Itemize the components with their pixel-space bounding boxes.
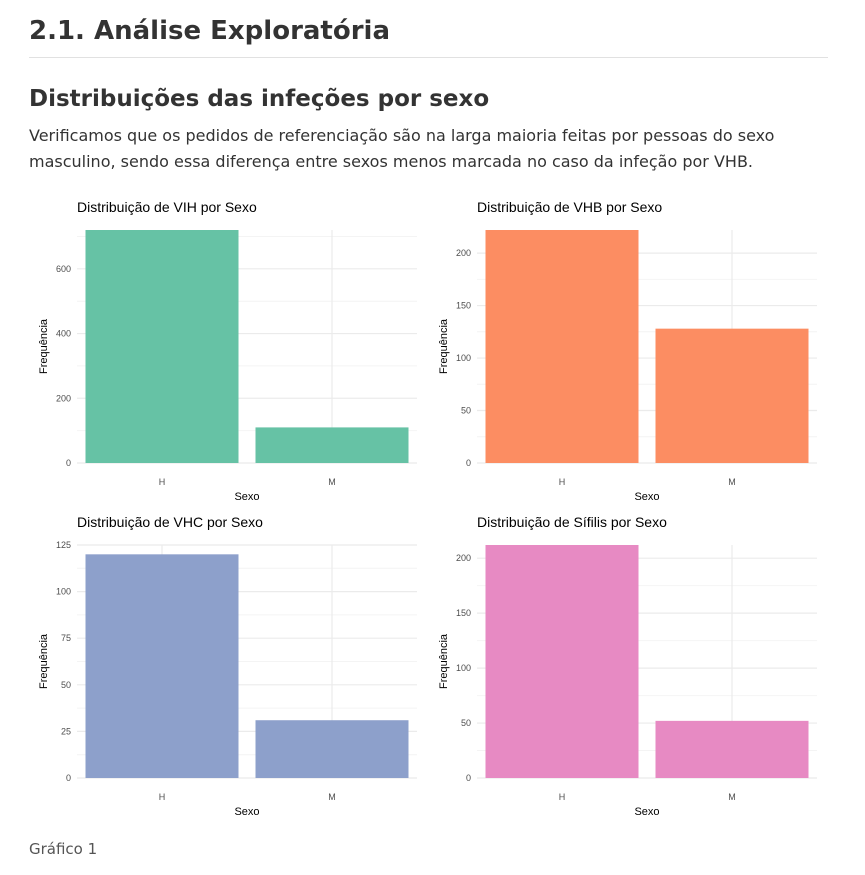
bar-h	[85, 554, 239, 778]
figure-caption: Gráfico 1	[29, 840, 98, 858]
intro-paragraph: Verificamos que os pedidos de referencia…	[29, 126, 775, 171]
y-axis-label: Frequência	[38, 633, 50, 689]
subsection-title: Distribuições das infeções por sexo	[29, 86, 490, 112]
y-tick-label: 125	[56, 540, 71, 550]
y-tick-label: 0	[66, 773, 71, 783]
y-tick-label: 100	[456, 353, 471, 363]
chart-panel-sifilis: 0 50 100 150 200 H M Distribuição de Sífilis po…	[430, 505, 830, 820]
y-tick-label: 50	[461, 406, 471, 416]
chart-title: Distribuição de VIH por Sexo	[77, 199, 257, 215]
y-tick-label: 400	[56, 329, 71, 339]
x-axis-label: Sexo	[634, 806, 659, 818]
y-tick-label: 100	[56, 587, 71, 597]
chart-title: Distribuição de VHB por Sexo	[477, 199, 662, 215]
y-tick-label: 50	[461, 718, 471, 728]
title-divider	[29, 57, 828, 58]
bar-chart: 0 25 50 75 100 125 H M Distribuição de VHC por S…	[38, 514, 417, 818]
bar-h	[485, 230, 639, 463]
bar-h	[485, 545, 639, 778]
x-axis-label: Sexo	[234, 491, 259, 503]
y-axis-label: Frequência	[438, 633, 450, 689]
bar-chart: 0 50 100 150 200 H M Distribuição de VHB por Se…	[438, 199, 817, 503]
y-tick-label: 200	[456, 553, 471, 563]
y-tick-label: 50	[61, 680, 71, 690]
bar-m	[655, 720, 809, 778]
chart-panel-vih: 0 200 400 600 H M Distribuição de VIH por Sexo…	[30, 190, 430, 505]
bar-m	[255, 427, 409, 463]
y-tick-label: 100	[456, 663, 471, 673]
x-tick-label: H	[159, 477, 166, 487]
x-tick-label: M	[728, 477, 736, 487]
bar-h	[85, 230, 239, 463]
y-tick-label: 75	[61, 633, 71, 643]
y-tick-label: 150	[456, 608, 471, 618]
y-tick-label: 0	[466, 458, 471, 468]
section-title: 2.1. Análise Exploratória	[29, 16, 391, 46]
y-tick-label: 25	[61, 726, 71, 736]
chart-title: Distribuição de VHC por Sexo	[77, 514, 263, 530]
chart-title: Distribuição de Sífilis por Sexo	[477, 514, 667, 530]
y-tick-label: 150	[456, 301, 471, 311]
bar-m	[255, 720, 409, 778]
y-tick-label: 200	[56, 393, 71, 403]
bar-m	[655, 328, 809, 463]
chart-figure: 0 200 400 600 H M Distribuição de VIH por Sexo…	[30, 190, 830, 820]
y-axis-label: Frequência	[38, 318, 50, 374]
bar-chart: 0 200 400 600 H M Distribuição de VIH por Sexo…	[38, 199, 417, 503]
chart-panel-vhb: 0 50 100 150 200 H M Distribuição de VHB por Se…	[430, 190, 830, 505]
y-tick-label: 0	[466, 773, 471, 783]
y-tick-label: 200	[456, 248, 471, 258]
chart-panel-vhc: 0 25 50 75 100 125 H M Distribuição de VHC por S…	[30, 505, 430, 820]
x-tick-label: M	[728, 792, 736, 802]
bar-chart: 0 50 100 150 200 H M Distribuição de Sífilis po…	[438, 514, 817, 818]
x-axis-label: Sexo	[234, 806, 259, 818]
y-axis-label: Frequência	[438, 318, 450, 374]
x-tick-label: M	[328, 792, 336, 802]
x-tick-label: M	[328, 477, 336, 487]
y-tick-label: 600	[56, 264, 71, 274]
x-tick-label: H	[559, 792, 566, 802]
x-axis-label: Sexo	[634, 491, 659, 503]
x-tick-label: H	[559, 477, 566, 487]
x-tick-label: H	[159, 792, 166, 802]
y-tick-label: 0	[66, 458, 71, 468]
